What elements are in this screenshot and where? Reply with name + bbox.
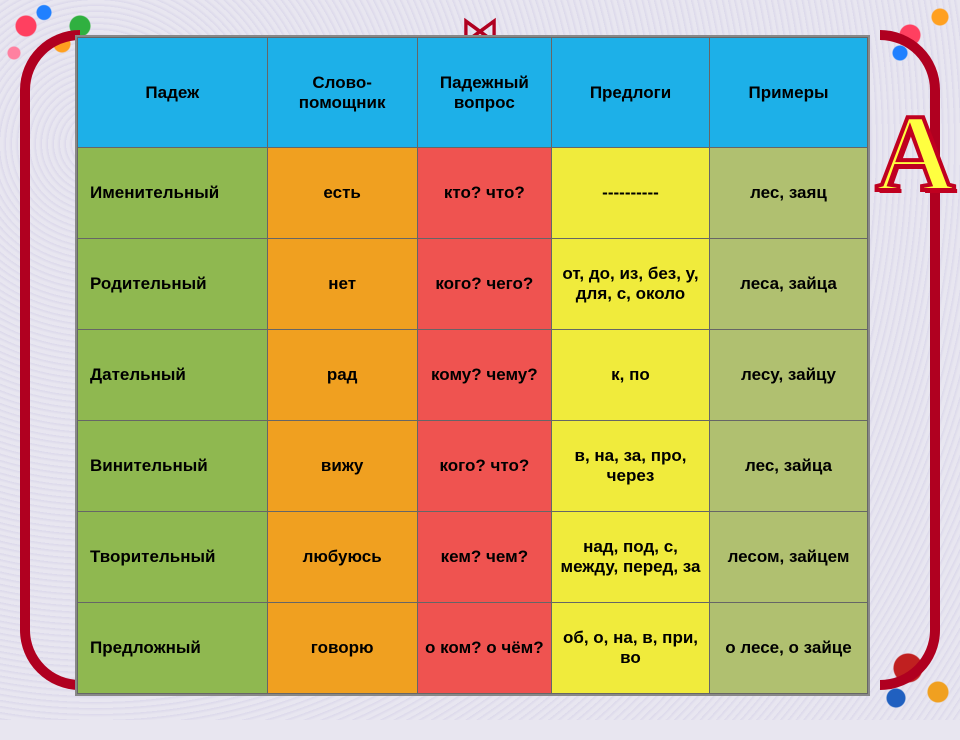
red-frame-left (20, 30, 80, 690)
case-cell: Творительный (78, 512, 268, 603)
table-row: Родительныйнеткого? чего?от, до, из, без… (78, 239, 868, 330)
prep-cell: от, до, из, без, у, для, с, около (551, 239, 709, 330)
example-cell: о лесе, о зайце (709, 603, 867, 694)
header-helper: Слово-помощник (267, 38, 417, 148)
table-row: Именительныйестькто? что?----------лес, … (78, 148, 868, 239)
helper-cell: вижу (267, 421, 417, 512)
question-cell: кого? чего? (417, 239, 551, 330)
example-cell: лес, зайца (709, 421, 867, 512)
prep-cell: ---------- (551, 148, 709, 239)
table-header-row: Падеж Слово-помощник Падежный вопрос Пре… (78, 38, 868, 148)
case-cell: Винительный (78, 421, 268, 512)
table-row: Творительныйлюбуюськем? чем?над, под, с,… (78, 512, 868, 603)
question-cell: кому? чему? (417, 330, 551, 421)
helper-cell: рад (267, 330, 417, 421)
question-cell: о ком? о чём? (417, 603, 551, 694)
decorative-letter-a: А (876, 90, 955, 217)
case-cell: Родительный (78, 239, 268, 330)
helper-cell: любуюсь (267, 512, 417, 603)
header-case: Падеж (78, 38, 268, 148)
prep-cell: в, на, за, про, через (551, 421, 709, 512)
prep-cell: об, о, на, в, при, во (551, 603, 709, 694)
example-cell: леса, зайца (709, 239, 867, 330)
russian-cases-table: Падеж Слово-помощник Падежный вопрос Пре… (77, 37, 868, 694)
prep-cell: над, под, с, между, перед, за (551, 512, 709, 603)
case-cell: Дательный (78, 330, 268, 421)
helper-cell: нет (267, 239, 417, 330)
table-row: Предложныйговорюо ком? о чём?об, о, на, … (78, 603, 868, 694)
example-cell: лес, заяц (709, 148, 867, 239)
header-question: Падежный вопрос (417, 38, 551, 148)
helper-cell: говорю (267, 603, 417, 694)
question-cell: кого? что? (417, 421, 551, 512)
question-cell: кем? чем? (417, 512, 551, 603)
cases-table-container: Падеж Слово-помощник Падежный вопрос Пре… (75, 35, 870, 696)
case-cell: Предложный (78, 603, 268, 694)
header-prep: Предлоги (551, 38, 709, 148)
example-cell: лесом, зайцем (709, 512, 867, 603)
table-body: Именительныйестькто? что?----------лес, … (78, 148, 868, 694)
table-row: Дательныйрадкому? чему?к, полесу, зайцу (78, 330, 868, 421)
table-row: Винительныйвижукого? что?в, на, за, про,… (78, 421, 868, 512)
question-cell: кто? что? (417, 148, 551, 239)
example-cell: лесу, зайцу (709, 330, 867, 421)
header-example: Примеры (709, 38, 867, 148)
prep-cell: к, по (551, 330, 709, 421)
case-cell: Именительный (78, 148, 268, 239)
helper-cell: есть (267, 148, 417, 239)
